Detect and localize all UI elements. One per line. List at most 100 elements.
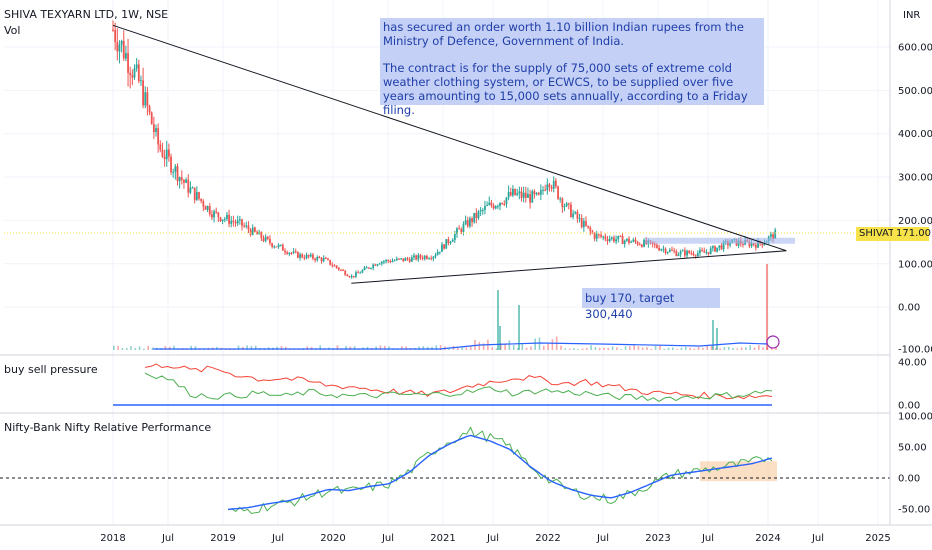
candle-body — [176, 166, 179, 182]
candle-body — [307, 254, 310, 257]
volume-bar — [633, 345, 635, 350]
candle-body — [266, 236, 269, 239]
candle-body — [333, 265, 336, 267]
candle-body — [475, 212, 478, 219]
candle-body — [443, 244, 445, 249]
volume-bar — [512, 345, 515, 350]
candle-body — [140, 80, 142, 82]
volume-bar — [508, 340, 511, 350]
candle-body — [234, 222, 237, 224]
volume-bar — [577, 348, 579, 350]
candle-body — [641, 244, 643, 247]
volume-bar — [190, 345, 192, 350]
volume-bar — [254, 345, 257, 350]
volume-bar — [418, 346, 420, 350]
candle-body — [582, 221, 585, 228]
candle-body — [542, 189, 544, 191]
candle-body — [426, 255, 428, 259]
candle-body — [247, 225, 250, 230]
candle-body — [327, 258, 329, 260]
candle-body — [314, 258, 316, 261]
candle-body — [223, 218, 226, 220]
volume-ma-line — [153, 342, 776, 350]
candle-body — [507, 192, 510, 198]
candle-body — [372, 264, 375, 269]
candle-body — [531, 191, 534, 203]
candle-body — [576, 211, 579, 219]
volume-bars — [113, 264, 780, 350]
volume-bar — [745, 347, 747, 350]
candle-body — [630, 241, 633, 243]
candle-body — [770, 234, 772, 237]
volume-bar — [607, 347, 610, 350]
volume-bar — [706, 345, 708, 350]
candle-body — [200, 198, 203, 202]
candle-body — [159, 144, 162, 150]
volume-bar — [353, 346, 356, 350]
volume-bar — [603, 347, 605, 350]
volume-bar — [629, 346, 631, 350]
candle-body — [148, 106, 151, 113]
candle-body — [309, 254, 312, 257]
volume-spike — [712, 320, 714, 350]
candle-body — [539, 190, 542, 195]
candle-body — [703, 250, 706, 253]
candle-body — [757, 241, 759, 248]
candle-body — [202, 201, 205, 207]
candle-body — [679, 251, 682, 255]
candle-body — [137, 64, 140, 82]
candle-body — [406, 258, 409, 260]
x-tick-label: 2025 — [865, 533, 890, 544]
candle-body — [479, 210, 482, 212]
candle-body — [464, 220, 467, 225]
candle-body — [335, 265, 338, 268]
candle-body — [701, 250, 703, 252]
volume-bar — [349, 346, 352, 350]
earnings-icon — [766, 335, 780, 349]
volume-bar — [758, 345, 760, 350]
candle-body — [359, 272, 362, 274]
candle-body — [574, 211, 577, 214]
volume-bar — [598, 347, 601, 350]
candle-body — [503, 203, 506, 205]
candle-body — [387, 260, 390, 262]
candle-body — [172, 171, 175, 173]
candle-body — [634, 239, 637, 242]
volume-spike — [716, 328, 718, 350]
candle-body — [441, 244, 443, 252]
x-tick-label: 2019 — [210, 533, 235, 544]
candle-body — [133, 68, 136, 78]
news-note[interactable]: has secured an order worth 1.10 billion … — [380, 18, 764, 117]
volume-bar — [504, 343, 506, 350]
candle-body — [262, 238, 265, 241]
volume-bar — [573, 348, 575, 350]
volume-bar — [194, 346, 197, 350]
candle-body — [419, 255, 422, 258]
trendline — [351, 250, 787, 284]
candle-body — [675, 251, 678, 256]
candle-body — [279, 244, 282, 246]
candle-body — [552, 180, 555, 189]
news-paragraph-1: has secured an order worth 1.10 billion … — [383, 20, 744, 48]
candle-body — [213, 211, 215, 218]
candle-body — [264, 236, 267, 241]
bsp-tick-label: 0.00 — [898, 401, 920, 412]
x-tick-label: Jul — [381, 533, 394, 544]
volume-bar — [680, 347, 683, 350]
candle-body — [195, 192, 198, 200]
candle-body — [598, 234, 600, 236]
candle-body — [686, 250, 688, 256]
trade-note[interactable]: buy 170, target 300,440 — [582, 288, 720, 321]
volume-bar — [736, 348, 739, 350]
candle-body — [432, 256, 435, 259]
x-tick-label: Jul — [811, 533, 824, 544]
candle-body — [488, 202, 491, 205]
volume-bar — [723, 347, 726, 350]
candle-body — [232, 220, 235, 223]
candle-body — [241, 219, 243, 226]
candle-body — [281, 244, 284, 251]
candle-body — [217, 212, 220, 218]
volume-spike — [518, 305, 520, 350]
symbol-title: SHIVA TEXYARN LTD, 1W, NSE — [4, 8, 169, 21]
